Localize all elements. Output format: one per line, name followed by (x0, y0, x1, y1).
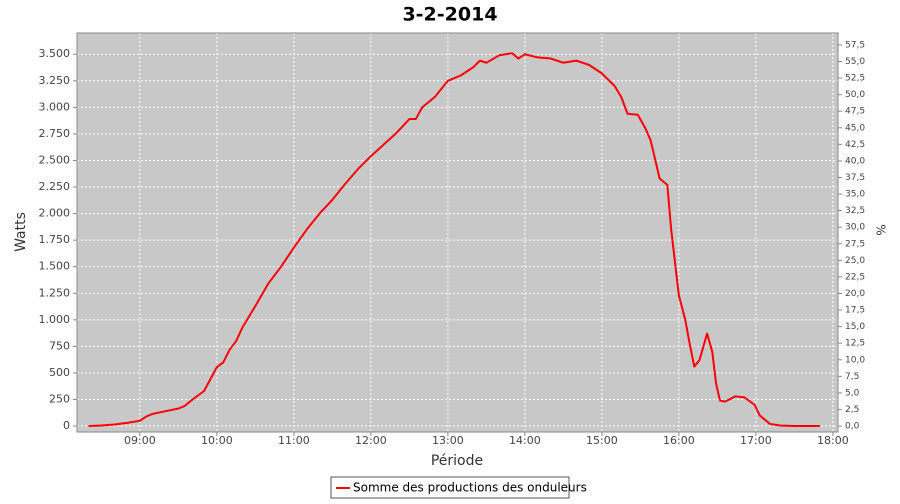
y2-tick-label: 47,5 (845, 107, 865, 117)
y2-tick-label: 37,5 (845, 173, 865, 183)
plot-border (76, 32, 839, 433)
x-axis-label: Période (431, 453, 483, 469)
y2-tick-label: 17,5 (845, 306, 865, 316)
y-tick-label: 2.750 (39, 127, 71, 140)
y-tick-label: 250 (49, 392, 70, 405)
y-tick-label: 1.750 (39, 233, 71, 246)
plot-area (77, 33, 838, 432)
y-tick-label: 1.000 (39, 313, 71, 326)
y2-tick-label: 42,5 (845, 140, 865, 150)
x-tick-label: 17:00 (740, 434, 772, 447)
y2-tick-label: 7,5 (845, 372, 859, 382)
x-tick-label: 11:00 (278, 434, 310, 447)
y2-tick-label: 50,0 (845, 90, 865, 100)
y2-tick-label: 40,0 (845, 156, 865, 166)
y2-tick-label: 27,5 (845, 239, 865, 249)
y2-tick-label: 0,0 (845, 422, 860, 432)
y-tick-label: 2.000 (39, 207, 71, 220)
y2-tick-label: 12,5 (845, 339, 865, 349)
y-tick-label: 3.500 (39, 47, 71, 60)
chart-title: 3-2-2014 (402, 4, 497, 26)
y-tick-label: 3.000 (39, 100, 71, 113)
series-line (88, 52, 821, 428)
y2-tick-label: 55,0 (845, 57, 865, 67)
x-tick-label: 18:00 (817, 434, 849, 447)
y-axis-label: Watts (13, 212, 29, 252)
x-tick-label: 16:00 (663, 434, 695, 447)
y2-tick-label: 2,5 (845, 405, 859, 415)
y-tick-label: 500 (49, 366, 70, 379)
x-tick-label: 15:00 (586, 434, 618, 447)
y2-tick-label: 30,0 (845, 223, 865, 233)
y2-tick-label: 25,0 (845, 256, 865, 266)
y2-tick-label: 32,5 (845, 206, 865, 216)
y2-tick-label: 22,5 (845, 272, 865, 282)
y2-tick-label: 57,5 (845, 40, 865, 50)
y-tick-label: 2.250 (39, 180, 71, 193)
y2-tick-label: 35,0 (845, 190, 865, 200)
legend (330, 476, 570, 499)
x-tick-label: 12:00 (355, 434, 387, 447)
x-tick-label: 14:00 (509, 434, 541, 447)
y2-tick-label: 10,0 (845, 355, 865, 365)
x-tick-label: 10:00 (201, 434, 233, 447)
y2-tick-label: 20,0 (845, 289, 865, 299)
y-tick-label: 1.250 (39, 286, 71, 299)
y2-tick-label: 15,0 (845, 322, 865, 332)
y-tick-label: 0 (63, 419, 70, 432)
y2-tick-label: 5,0 (845, 388, 860, 398)
x-tick-label: 09:00 (124, 434, 156, 447)
y2-tick-label: 45,0 (845, 123, 865, 133)
y2-tick-label: 52,5 (845, 74, 865, 84)
y2-axis-label: % (874, 224, 888, 235)
x-tick-label: 13:00 (432, 434, 464, 447)
y-tick-label: 3.250 (39, 74, 71, 87)
y-tick-label: 750 (49, 339, 70, 352)
legend-label: Somme des productions des onduleurs (353, 481, 587, 495)
y-tick-label: 2.500 (39, 153, 71, 166)
y-tick-label: 1.500 (39, 260, 71, 273)
